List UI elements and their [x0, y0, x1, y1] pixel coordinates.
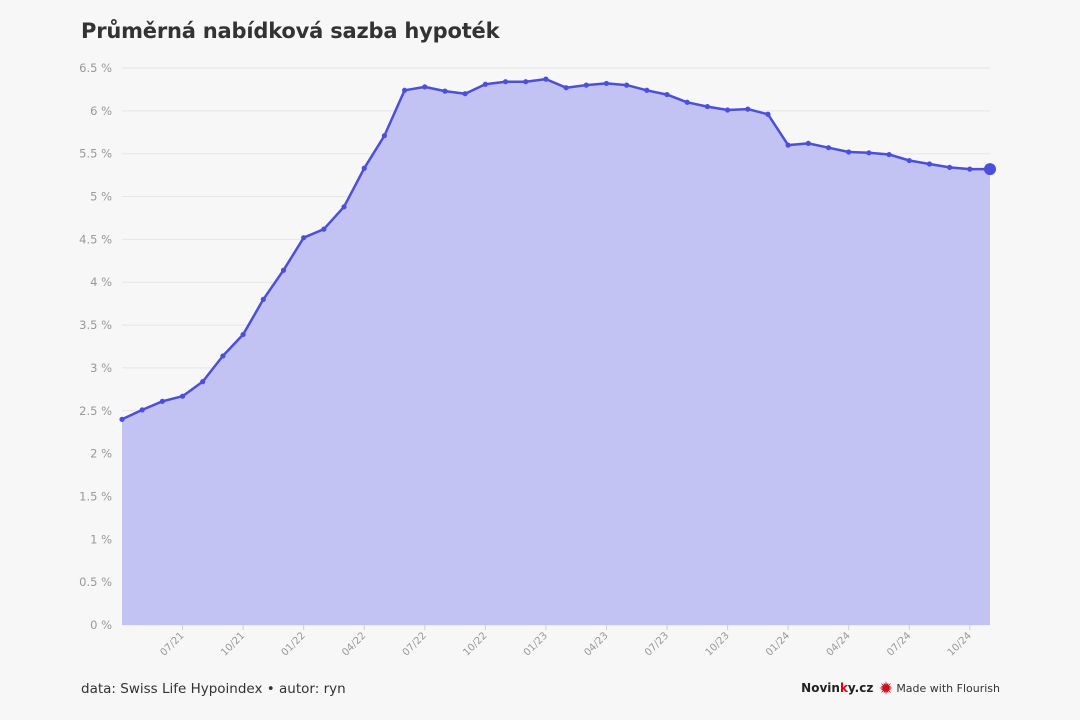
data-points [119, 76, 996, 422]
data-point [280, 267, 287, 273]
x-tick-label: 04/22 [340, 630, 368, 658]
data-point [523, 79, 529, 85]
data-point [785, 142, 791, 148]
data-point [967, 166, 973, 172]
data-point [664, 91, 670, 98]
x-tick-label: 07/22 [401, 630, 429, 658]
data-point [502, 79, 509, 85]
y-tick-label: 4.5 % [79, 232, 112, 246]
data-point [442, 88, 448, 94]
y-tick-label: 4 % [90, 275, 112, 289]
source-credit: data: Swiss Life Hypoindex • autor: ryn [81, 681, 346, 697]
data-point [704, 103, 710, 110]
x-tick-label: 10/23 [704, 630, 732, 658]
data-point [684, 99, 690, 105]
flourish-link[interactable]: Made with Flourish [879, 681, 1000, 695]
x-tick-label: 07/23 [643, 630, 671, 658]
data-point [159, 398, 165, 404]
x-tick-label: 04/24 [825, 630, 853, 658]
y-tick-label: 6 % [90, 104, 112, 118]
x-tick-label: 10/21 [219, 630, 247, 658]
novinky-logo[interactable]: Novinky.cz [801, 681, 874, 695]
data-point [381, 133, 388, 139]
data-point [724, 107, 731, 113]
flourish-star-icon [879, 681, 894, 695]
y-tick-label: 2 % [90, 447, 112, 461]
data-point [220, 353, 226, 359]
data-point [482, 81, 488, 87]
x-tick-label: 10/24 [946, 630, 974, 658]
y-tick-label: 6.5 % [79, 61, 112, 75]
data-point [644, 87, 650, 93]
data-point [846, 149, 852, 155]
y-axis-ticks: 0 % 0.5 % 1 % 1.5 % 2 % 2.5 % 3 % 3.5 % 4 % 4.5 %… [79, 61, 112, 632]
data-point [200, 379, 206, 385]
footer-branding: Novinky.cz Made with Flourish [801, 681, 1000, 695]
data-point [866, 150, 872, 156]
data-point [603, 80, 610, 87]
y-tick-label: 3 % [90, 361, 112, 375]
data-point [179, 393, 186, 399]
y-tick-label: 5 % [90, 190, 112, 204]
data-point [926, 161, 933, 167]
data-point [361, 165, 367, 171]
data-point [240, 331, 246, 338]
x-tick-label: 04/23 [582, 630, 610, 658]
x-tick-label: 07/21 [159, 630, 187, 658]
y-tick-label: 2.5 % [79, 404, 112, 418]
data-point [765, 111, 771, 117]
x-axis-ticks: 07/21 10/21 01/22 04/22 07/22 10/22 01/23 04/23… [159, 625, 974, 659]
x-tick-label: 07/24 [885, 630, 913, 658]
x-tick-label: 10/22 [461, 630, 489, 658]
data-point [906, 157, 912, 164]
last-data-point [984, 163, 996, 176]
y-tick-label: 0.5 % [79, 575, 112, 589]
data-point [119, 416, 125, 422]
data-point [321, 226, 327, 232]
data-point [462, 91, 468, 97]
data-point [402, 87, 408, 93]
y-tick-label: 3.5 % [79, 318, 112, 332]
data-point [805, 140, 811, 147]
data-point [947, 164, 953, 171]
data-point [301, 235, 307, 241]
data-point [624, 82, 630, 88]
data-point [745, 106, 751, 112]
data-point [563, 85, 569, 91]
data-point [341, 204, 347, 210]
area-fill [122, 79, 990, 626]
data-point [422, 84, 428, 90]
data-point [583, 82, 589, 88]
x-tick-label: 01/24 [764, 630, 792, 658]
data-point [139, 407, 145, 413]
area-chart: 0 % 0.5 % 1 % 1.5 % 2 % 2.5 % 3 % 3.5 % 4 % 4.5 %… [79, 61, 996, 659]
y-tick-label: 1.5 % [79, 489, 112, 503]
chart-title: Průměrná nabídková sazba hypoték [81, 19, 500, 43]
x-tick-label: 01/22 [280, 630, 308, 658]
y-tick-label: 1 % [90, 532, 112, 546]
data-point [886, 151, 892, 158]
data-point [825, 145, 832, 151]
y-tick-label: 5.5 % [79, 147, 112, 161]
x-tick-label: 01/23 [522, 630, 550, 658]
y-tick-label: 0 % [90, 618, 112, 632]
data-point [543, 76, 549, 82]
data-point [260, 296, 266, 302]
series-line [121, 77, 990, 421]
